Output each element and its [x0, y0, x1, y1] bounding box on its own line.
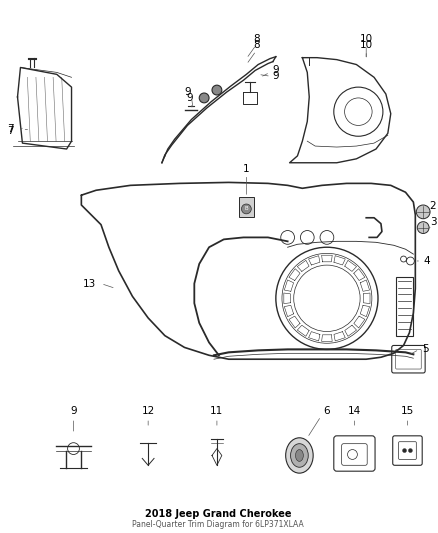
Circle shape	[416, 205, 430, 219]
Text: 9: 9	[184, 87, 191, 97]
Text: 15: 15	[401, 406, 414, 416]
Text: 10: 10	[360, 40, 373, 50]
Text: 7: 7	[7, 126, 14, 136]
Circle shape	[409, 449, 413, 453]
Text: 4: 4	[424, 256, 431, 266]
Text: 5: 5	[422, 344, 428, 354]
Text: Panel-Quarter Trim Diagram for 6LP371XLAA: Panel-Quarter Trim Diagram for 6LP371XLA…	[132, 520, 304, 529]
Text: 12: 12	[141, 406, 155, 416]
Ellipse shape	[296, 449, 304, 462]
Text: 3: 3	[430, 217, 436, 227]
Bar	[396, 277, 413, 336]
Circle shape	[199, 93, 209, 103]
Text: 8: 8	[253, 40, 259, 50]
Text: 9: 9	[70, 406, 77, 416]
Text: 6: 6	[324, 406, 330, 416]
Ellipse shape	[286, 438, 313, 473]
Circle shape	[417, 222, 429, 233]
Text: 7: 7	[7, 124, 14, 134]
Text: 13: 13	[83, 279, 96, 288]
Text: 11: 11	[210, 406, 223, 416]
Text: 1: 1	[243, 164, 250, 174]
Ellipse shape	[290, 443, 308, 467]
Circle shape	[212, 85, 222, 95]
Text: B: B	[244, 206, 248, 212]
Text: 10: 10	[360, 34, 373, 44]
Circle shape	[403, 449, 406, 453]
Text: 2: 2	[430, 201, 436, 211]
Text: 9: 9	[272, 71, 279, 82]
Text: 9: 9	[186, 93, 193, 103]
Text: 2018 Jeep Grand Cherokee: 2018 Jeep Grand Cherokee	[145, 510, 291, 519]
Text: 9: 9	[272, 66, 279, 76]
Bar	[239, 197, 254, 217]
Circle shape	[241, 204, 251, 214]
Text: 8: 8	[253, 34, 259, 44]
Text: 14: 14	[348, 406, 361, 416]
